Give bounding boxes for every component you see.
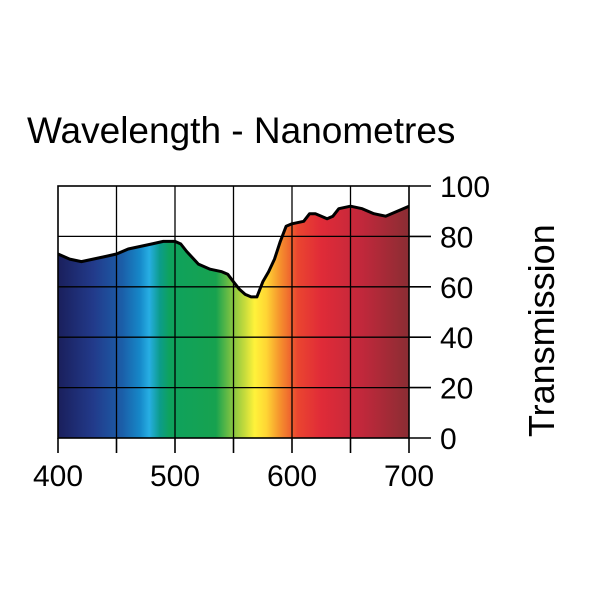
x-tick-label: 400 [33, 460, 83, 493]
y-tick-label: 80 [440, 221, 473, 254]
y-tick-label: 40 [440, 322, 473, 355]
y-tick-label: 60 [440, 272, 473, 305]
chart-title: Wavelength - Nanometres [27, 110, 455, 151]
series-line [57, 204, 410, 299]
grid [58, 186, 409, 438]
y-tick-label: 20 [440, 373, 473, 406]
y-tick-label: 100 [440, 171, 490, 204]
x-tick-label: 600 [267, 460, 317, 493]
y-tick-label: 0 [440, 423, 457, 456]
x-tick-label: 500 [150, 460, 200, 493]
x-tick-label: 700 [384, 460, 434, 493]
y-axis-label: Transmission [521, 224, 562, 437]
